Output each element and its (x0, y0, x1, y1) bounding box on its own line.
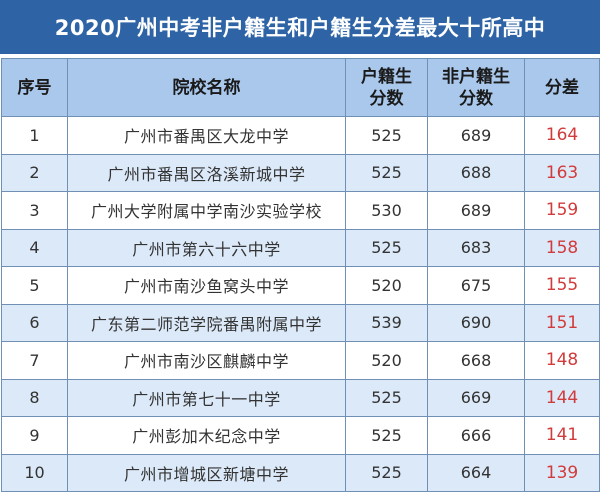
cell-diff: 141 (524, 416, 600, 455)
header-local-score: 户籍生 分数 (345, 58, 428, 117)
table-row: 7 广州市南沙区麒麟中学 520 668 148 (1, 341, 600, 380)
cell-diff: 163 (524, 153, 600, 192)
cell-index: 6 (1, 303, 68, 342)
table-row: 3 广州大学附属中学南沙实验学校 530 689 159 (1, 191, 600, 230)
cell-local-score: 530 (345, 191, 428, 230)
cell-nonlocal-score: 688 (427, 153, 525, 192)
cell-nonlocal-score: 675 (427, 266, 525, 305)
cell-school: 广州彭加木纪念中学 (67, 416, 346, 455)
table-row: 6 广东第二师范学院番禺附属中学 539 690 151 (1, 303, 600, 342)
cell-nonlocal-score: 689 (427, 191, 525, 230)
table-row: 2 广州市番禺区洛溪新城中学 525 688 163 (1, 153, 600, 192)
cell-diff: 159 (524, 191, 600, 230)
cell-nonlocal-score: 666 (427, 416, 525, 455)
cell-school: 广州大学附属中学南沙实验学校 (67, 191, 346, 230)
cell-nonlocal-score: 683 (427, 228, 525, 267)
table-row: 9 广州彭加木纪念中学 525 666 141 (1, 416, 600, 455)
cell-nonlocal-score: 668 (427, 341, 525, 380)
cell-diff: 144 (524, 378, 600, 417)
cell-nonlocal-score: 664 (427, 453, 525, 492)
header-index: 序号 (1, 58, 68, 117)
cell-school: 广州市南沙鱼窝头中学 (67, 266, 346, 305)
cell-local-score: 525 (345, 378, 428, 417)
table-row: 5 广州市南沙鱼窝头中学 520 675 155 (1, 266, 600, 305)
header-local-line2: 分数 (369, 88, 404, 109)
table-row: 1 广州市番禺区大龙中学 525 689 164 (1, 116, 600, 155)
cell-nonlocal-score: 689 (427, 116, 525, 155)
cell-diff: 151 (524, 303, 600, 342)
page-title: 2020广州中考非户籍生和户籍生分差最大十所高中 (0, 0, 600, 54)
cell-index: 9 (1, 416, 68, 455)
cell-diff: 139 (524, 453, 600, 492)
cell-school: 广州市第七十一中学 (67, 378, 346, 417)
cell-diff: 155 (524, 266, 600, 305)
cell-school: 广州市增城区新塘中学 (67, 453, 346, 492)
cell-local-score: 525 (345, 453, 428, 492)
cell-diff: 158 (524, 228, 600, 267)
cell-index: 7 (1, 341, 68, 380)
cell-index: 3 (1, 191, 68, 230)
header-school: 院校名称 (67, 58, 346, 117)
header-nonlocal-line2: 分数 (459, 88, 493, 109)
cell-nonlocal-score: 690 (427, 303, 525, 342)
cell-diff: 148 (524, 341, 600, 380)
header-local-line1: 户籍生 (361, 66, 412, 87)
cell-local-score: 525 (345, 228, 428, 267)
header-diff: 分差 (524, 58, 600, 117)
table-header-row: 序号 院校名称 户籍生 分数 非户籍生 分数 分差 (1, 58, 600, 117)
cell-school: 广州市番禺区大龙中学 (67, 116, 346, 155)
header-nonlocal-score: 非户籍生 分数 (427, 58, 525, 117)
score-table: 序号 院校名称 户籍生 分数 非户籍生 分数 分差 1 广州市番禺区大龙中学 5… (1, 58, 600, 492)
cell-index: 8 (1, 378, 68, 417)
cell-index: 5 (1, 266, 68, 305)
cell-index: 4 (1, 228, 68, 267)
cell-local-score: 520 (345, 266, 428, 305)
cell-school: 广州市第六十六中学 (67, 228, 346, 267)
cell-school: 广东第二师范学院番禺附属中学 (67, 303, 346, 342)
cell-local-score: 520 (345, 341, 428, 380)
table-row: 10 广州市增城区新塘中学 525 664 139 (1, 453, 600, 492)
table-row: 8 广州市第七十一中学 525 669 144 (1, 378, 600, 417)
header-nonlocal-line1: 非户籍生 (442, 66, 510, 87)
cell-local-score: 539 (345, 303, 428, 342)
cell-index: 2 (1, 153, 68, 192)
cell-diff: 164 (524, 116, 600, 155)
table-row: 4 广州市第六十六中学 525 683 158 (1, 228, 600, 267)
cell-school: 广州市南沙区麒麟中学 (67, 341, 346, 380)
cell-index: 10 (1, 453, 68, 492)
cell-local-score: 525 (345, 116, 428, 155)
cell-school: 广州市番禺区洛溪新城中学 (67, 153, 346, 192)
cell-local-score: 525 (345, 416, 428, 455)
cell-local-score: 525 (345, 153, 428, 192)
cell-nonlocal-score: 669 (427, 378, 525, 417)
cell-index: 1 (1, 116, 68, 155)
